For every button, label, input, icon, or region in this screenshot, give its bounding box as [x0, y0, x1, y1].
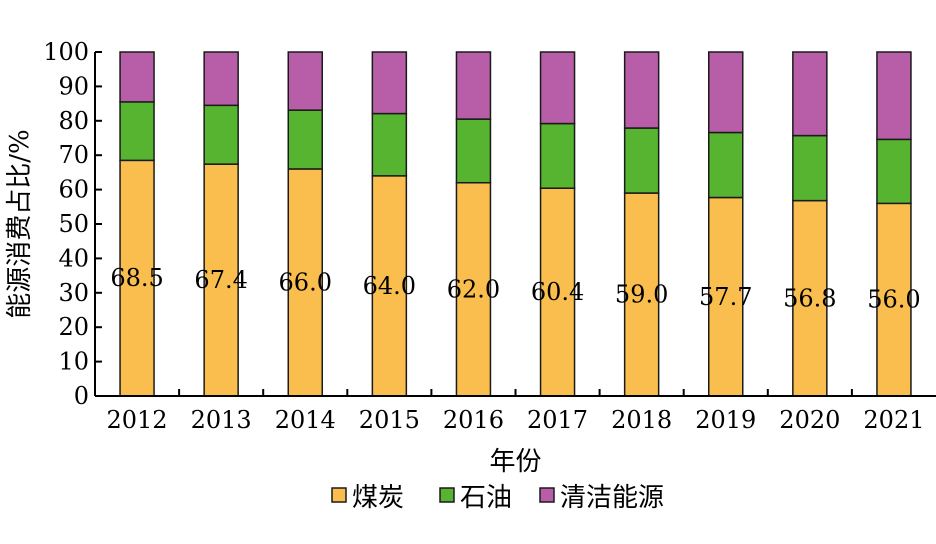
bar-stack-2021: [876, 51, 912, 397]
y-tick-label: 70: [58, 141, 89, 169]
bar-segment-clean-energy: [708, 51, 744, 134]
legend-label: 石油: [460, 483, 512, 513]
data-label: 64.0: [363, 272, 416, 300]
bar-segment-oil: [876, 138, 912, 205]
bar-segment-oil: [708, 131, 744, 199]
x-axis-ticks: 2012 2013 2014 2015 2016 2017 2018 2019 2020 2021: [107, 389, 924, 434]
bar-segment-clean-energy: [287, 51, 323, 111]
data-label: 56.8: [783, 284, 836, 312]
bar-segment-oil: [455, 118, 492, 184]
data-label: 62.0: [447, 275, 500, 303]
bar-segment-clean-energy: [539, 51, 576, 125]
legend-swatch: [331, 487, 347, 503]
legend-label: 煤炭: [352, 483, 404, 513]
bar-segment-oil: [287, 109, 323, 170]
bar-stack-2013: [203, 51, 239, 397]
x-tick-label: 2015: [359, 406, 420, 434]
bar-stack-2019: [708, 51, 744, 397]
legend: 煤炭 石油 清洁能源: [331, 483, 664, 513]
y-tick-label: 80: [58, 107, 89, 135]
x-tick-label: 2019: [695, 406, 756, 434]
y-axis-ticks: 0 10 20 30 40 50 60 70 80 90 100: [43, 38, 102, 410]
bar-segment-clean-energy: [792, 51, 828, 137]
data-label: 60.4: [531, 278, 584, 306]
bar-segment-coal: [203, 163, 239, 397]
bar-groups: [119, 51, 912, 397]
bar-segment-oil: [792, 134, 828, 202]
bar-segment-clean-energy: [623, 51, 660, 129]
bar-stack-2015: [371, 51, 408, 397]
bar-segment-coal: [876, 202, 912, 397]
bar-segment-coal: [539, 187, 576, 397]
x-tick-label: 2017: [527, 406, 588, 434]
y-tick-label: 20: [58, 313, 89, 341]
y-tick-label: 50: [58, 210, 89, 238]
bar-segment-coal: [371, 175, 408, 397]
bar-stack-2016: [455, 51, 492, 397]
y-tick-label: 100: [43, 38, 89, 66]
bar-segment-oil: [539, 122, 576, 189]
bar-segment-clean-energy: [119, 51, 155, 103]
x-tick-label: 2020: [779, 406, 840, 434]
x-tick-label: 2014: [275, 406, 336, 434]
data-label: 56.0: [867, 286, 920, 314]
x-tick-label: 2018: [611, 406, 672, 434]
y-tick-label: 10: [58, 348, 89, 376]
bar-stack-2014: [287, 51, 323, 397]
x-tick-label: 2016: [443, 406, 504, 434]
y-tick-label: 60: [58, 176, 89, 204]
bar-segment-oil: [203, 104, 239, 165]
bar-segment-clean-energy: [876, 51, 912, 141]
y-tick-label: 40: [58, 244, 89, 272]
y-tick-label: 30: [58, 279, 89, 307]
data-labels: 68.5 67.4 66.0 64.0 62.0 60.4 59.0 57.7 56.8 56.0: [110, 264, 920, 314]
legend-item: 清洁能源: [539, 483, 664, 513]
legend-item: 石油: [439, 483, 512, 513]
bar-stack-2012: [119, 51, 155, 397]
bar-segment-clean-energy: [371, 51, 408, 115]
bar-stack-2018: [623, 51, 660, 397]
data-label: 67.4: [194, 266, 247, 294]
bar-stack-2017: [539, 51, 576, 397]
bar-segment-clean-energy: [455, 51, 492, 120]
legend-item: 煤炭: [331, 483, 404, 513]
bar-segment-coal: [119, 159, 155, 397]
x-tick-label: 2012: [107, 406, 168, 434]
data-label: 68.5: [110, 264, 163, 292]
legend-swatch: [539, 487, 555, 503]
x-axis-title: 年份: [489, 447, 541, 477]
bar-segment-coal: [708, 196, 744, 397]
legend-swatch: [439, 487, 455, 503]
legend-label: 清洁能源: [560, 483, 664, 513]
bar-stack-2020: [792, 51, 828, 397]
x-tick-label: 2021: [863, 406, 924, 434]
data-label: 59.0: [615, 281, 668, 309]
bar-segment-oil: [371, 112, 408, 177]
y-tick-label: 90: [58, 72, 89, 100]
y-tick-label: 0: [74, 382, 89, 410]
plot-area: 68.5 67.4 66.0 64.0 62.0 60.4 59.0 57.7 56.8 56.0…: [43, 38, 936, 434]
bar-segment-oil: [623, 127, 660, 194]
y-axis-title: 能源消费占比/%: [5, 129, 35, 318]
x-tick-label: 2013: [191, 406, 252, 434]
bar-segment-clean-energy: [203, 51, 239, 107]
bar-segment-oil: [119, 101, 155, 162]
data-label: 57.7: [699, 283, 752, 311]
data-label: 66.0: [279, 268, 332, 296]
